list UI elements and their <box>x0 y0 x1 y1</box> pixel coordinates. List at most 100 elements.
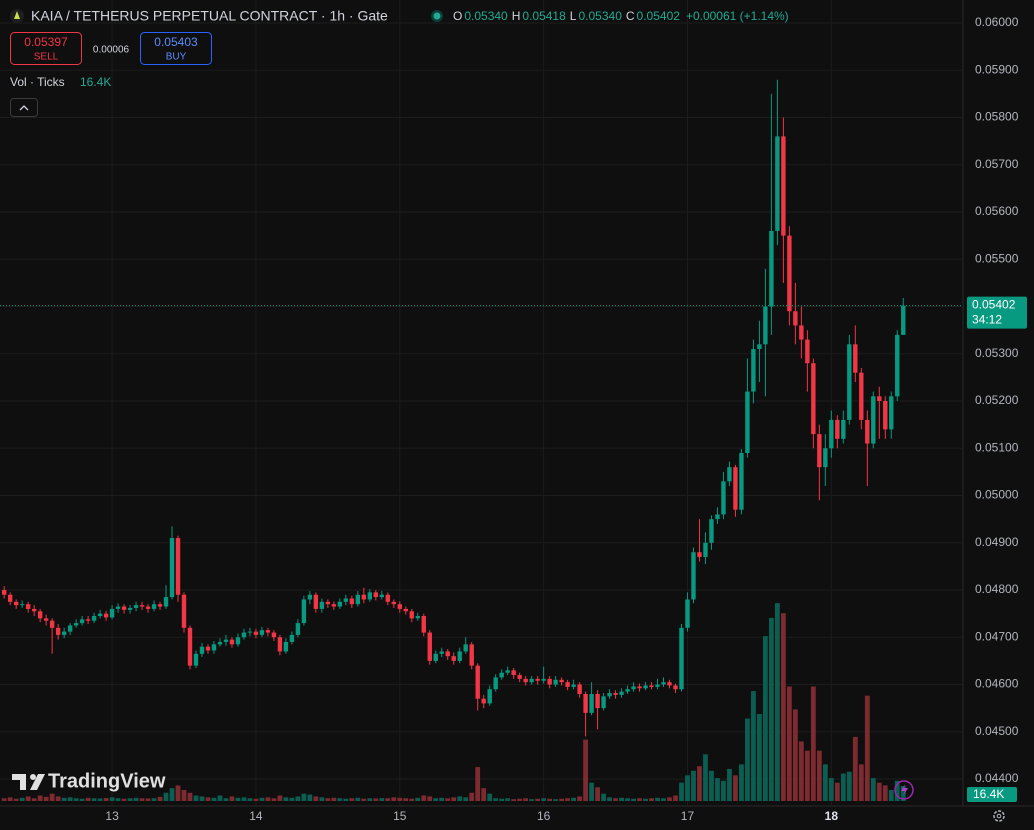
volume-bar <box>127 798 133 801</box>
candle-body <box>763 306 768 345</box>
volume-bar <box>259 797 265 801</box>
candle-body <box>829 419 834 449</box>
volume-bar <box>655 797 660 801</box>
volume-bar <box>385 798 391 801</box>
buy-price[interactable]: 0.05403 <box>154 35 198 49</box>
candle-body <box>541 678 546 681</box>
volume-bar <box>361 798 367 801</box>
candle-body <box>781 136 786 236</box>
volume-bar <box>199 796 205 801</box>
sell-price[interactable]: 0.05397 <box>24 35 68 49</box>
volume-tag-label: 16.4K <box>973 787 1004 801</box>
candle-body <box>421 616 426 633</box>
buy-button[interactable]: 0.05403 BUY <box>140 32 212 65</box>
volume-bar <box>283 797 289 801</box>
candle-body <box>679 627 684 690</box>
candle-body <box>43 618 49 621</box>
volume-bar <box>403 798 409 801</box>
candle-body <box>253 631 259 635</box>
volume-bar <box>631 798 636 801</box>
candle-body <box>631 686 636 690</box>
candle-body <box>295 623 301 635</box>
volume-bar <box>463 797 469 801</box>
candle-body <box>1 590 7 595</box>
settings-button[interactable] <box>993 810 1005 822</box>
volume-bar <box>768 617 774 801</box>
volume-bar <box>163 792 169 801</box>
volume-bar <box>565 798 571 801</box>
volume-bar <box>421 795 427 801</box>
candle-body <box>649 685 654 687</box>
volume-title: Vol · Ticks <box>10 75 65 89</box>
volume-bar <box>367 798 373 801</box>
collapse-button[interactable] <box>10 98 38 117</box>
sell-button-box[interactable] <box>10 32 82 65</box>
candle-body <box>115 606 121 609</box>
buy-label[interactable]: BUY <box>166 52 187 63</box>
candle-body <box>703 542 708 557</box>
volume-bar <box>439 797 445 801</box>
volume-bar <box>721 780 726 801</box>
volume-bar <box>247 798 253 801</box>
volume-bar <box>139 798 145 801</box>
alert-icon[interactable] <box>894 780 914 800</box>
volume-bar <box>553 799 559 801</box>
volume-bar <box>547 798 553 801</box>
settings-gear[interactable] <box>993 810 1005 822</box>
volume-bar <box>559 798 565 801</box>
legend-value: 0.05418 <box>522 9 566 23</box>
candle-body <box>37 611 43 619</box>
volume-bar <box>217 795 223 801</box>
volume-bar <box>858 764 864 801</box>
collapse-chevron[interactable] <box>19 105 29 111</box>
settings-gear-center[interactable] <box>996 813 1002 819</box>
collapse-button-box[interactable] <box>10 98 38 117</box>
volume-legend-value: 16.4K <box>80 75 111 89</box>
volume-bar <box>91 798 97 801</box>
candle-body <box>727 467 732 482</box>
sell-button[interactable]: 0.05397 SELL <box>10 32 82 65</box>
candle-body <box>67 625 73 632</box>
candle-body <box>571 684 576 687</box>
sell-label[interactable]: SELL <box>34 52 59 63</box>
candle-body <box>769 230 774 307</box>
volume-bar <box>67 797 73 801</box>
volume-bar <box>499 798 505 801</box>
volume-bar <box>181 790 187 801</box>
candle-body <box>625 689 630 692</box>
candle-body <box>445 651 450 657</box>
volume-bar <box>31 798 37 801</box>
candle-body <box>853 344 858 373</box>
volume-bar <box>535 798 541 801</box>
alert-icon-ring[interactable] <box>894 780 914 800</box>
candle-body <box>637 686 642 689</box>
volume-bar <box>355 797 361 801</box>
x-tick-label: 16 <box>537 809 551 823</box>
candle-body <box>583 693 588 713</box>
candle-body <box>247 631 253 633</box>
y-tick-label: 0.05800 <box>975 110 1019 124</box>
candle-body <box>529 678 534 683</box>
candle-body <box>895 334 900 397</box>
volume-bar <box>85 797 91 801</box>
watermark-logo-dot <box>30 774 36 780</box>
volume-bar <box>103 798 109 801</box>
candle-body <box>709 519 714 543</box>
buy-button-box[interactable] <box>140 32 212 65</box>
candle-body <box>91 616 97 621</box>
volume-bar <box>49 793 55 801</box>
candle-body <box>409 611 414 619</box>
y-tick-label: 0.05300 <box>975 346 1019 360</box>
x-tick-label: 17 <box>681 809 695 823</box>
volume-bar <box>325 798 331 801</box>
volume-bar <box>870 778 876 801</box>
volume-bar <box>73 798 79 801</box>
grid <box>0 0 962 806</box>
volume-bar <box>253 798 259 801</box>
candle-body <box>271 632 277 638</box>
candle-body <box>175 538 181 595</box>
candle-body <box>427 632 432 661</box>
candle-body <box>133 605 139 608</box>
alert-icon-bolt[interactable] <box>901 784 908 796</box>
candle-body <box>463 644 468 652</box>
